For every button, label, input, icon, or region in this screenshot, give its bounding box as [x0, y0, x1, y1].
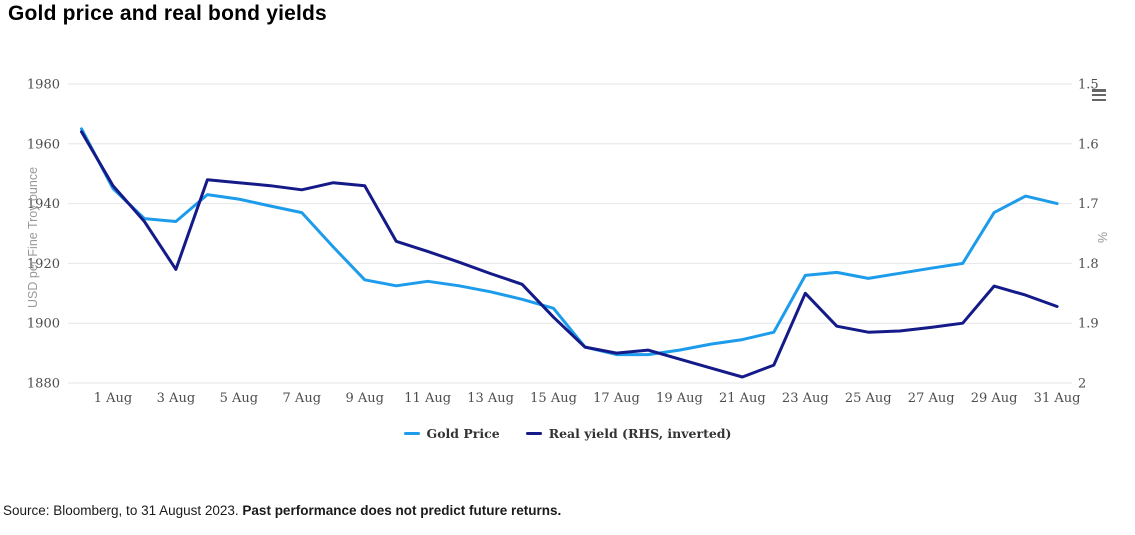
source-footnote: Source: Bloomberg, to 31 August 2023. Pa… [3, 503, 561, 518]
right-axis-tick-label: 2 [1078, 377, 1086, 392]
left-axis-tick-label: 1960 [27, 137, 60, 152]
x-axis-tick-label: 17 Aug [593, 391, 640, 406]
x-axis-tick-label: 5 Aug [220, 391, 259, 406]
x-axis-tick-label: 31 Aug [1034, 391, 1081, 406]
x-axis-tick-label: 29 Aug [971, 391, 1018, 406]
x-axis-tick-label: 9 Aug [345, 391, 384, 406]
x-axis-tick-label: 11 Aug [404, 391, 451, 406]
right-axis-tick-label: 1.9 [1078, 317, 1099, 332]
left-axis-tick-label: 1920 [27, 257, 60, 272]
source-text: Source: Bloomberg, to 31 August 2023. [3, 503, 243, 518]
legend-label: Gold Price [426, 425, 500, 441]
left-axis-title: USD per Fine Troy ounce [26, 166, 40, 308]
gold-price-line[interactable] [80, 127, 1059, 357]
right-axis-tick-label: 1.5 [1078, 78, 1099, 93]
x-axis-tick-label: 23 Aug [782, 391, 829, 406]
x-axis-tick-label: 19 Aug [656, 391, 703, 406]
hamburger-menu-icon [1092, 89, 1106, 102]
chart-legend: Gold Price Real yield (RHS, inverted) [0, 423, 1135, 443]
x-axis-tick-label: 13 Aug [467, 391, 514, 406]
page-title: Gold price and real bond yields [8, 2, 327, 25]
gold-line-marker-icon [403, 431, 420, 435]
x-axis-tick-label: 3 Aug [157, 391, 196, 406]
yield-line-marker-icon [525, 431, 542, 435]
left-axis-tick-label: 1980 [27, 78, 60, 93]
x-axis-tick-label: 27 Aug [908, 391, 955, 406]
legend-item-gold-price[interactable]: Gold Price [403, 425, 500, 441]
right-axis-title: % [1096, 231, 1110, 243]
legend-item-real-yield[interactable]: Real yield (RHS, inverted) [525, 425, 732, 441]
left-axis-tick-label: 1880 [27, 377, 60, 392]
x-axis-tick-label: 21 Aug [719, 391, 766, 406]
disclaimer-text: Past performance does not predict future… [242, 503, 562, 518]
right-axis-tick-label: 1.6 [1078, 137, 1099, 152]
right-axis-tick-label: 1.7 [1078, 197, 1099, 212]
legend-label: Real yield (RHS, inverted) [548, 425, 732, 441]
x-axis-tick-label: 15 Aug [530, 391, 577, 406]
left-axis-tick-label: 1940 [27, 197, 60, 212]
right-axis-tick-label: 1.8 [1078, 257, 1099, 272]
export-menu-button[interactable] [1088, 86, 1110, 104]
line-chart: 1980 1.5 1960 1.6 1940 1.7 1920 1.8 1900 1.9 1880 2… [27, 78, 1099, 407]
x-axis-tick-label: 7 Aug [283, 391, 322, 406]
x-axis-tick-label: 25 Aug [845, 391, 892, 406]
left-axis-tick-label: 1900 [27, 317, 60, 332]
real-yield-line[interactable] [80, 130, 1059, 379]
x-axis-tick-label: 1 Aug [94, 391, 133, 406]
